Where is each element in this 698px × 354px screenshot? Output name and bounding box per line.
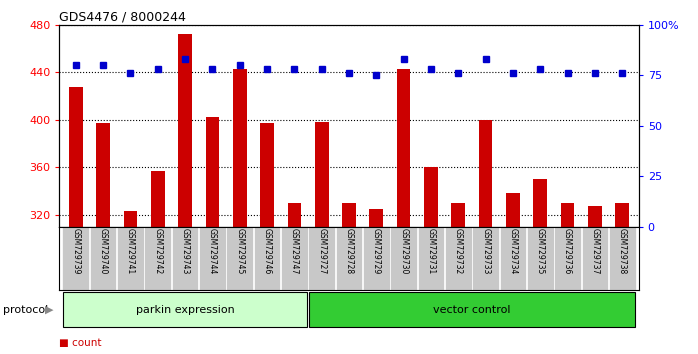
Bar	[62, 227, 89, 290]
Text: GSM729745: GSM729745	[235, 228, 244, 275]
Text: GSM729742: GSM729742	[153, 228, 162, 275]
Bar	[226, 227, 253, 290]
Text: GSM729740: GSM729740	[98, 228, 107, 275]
Bar	[616, 203, 629, 227]
Text: GSM729730: GSM729730	[399, 228, 408, 275]
Bar	[336, 227, 362, 290]
Text: GSM729739: GSM729739	[71, 228, 80, 275]
Text: GSM729744: GSM729744	[208, 228, 217, 275]
Bar	[309, 227, 335, 290]
Bar	[233, 69, 246, 227]
Bar	[89, 227, 117, 290]
Bar	[117, 227, 144, 290]
Bar	[253, 227, 281, 290]
Bar	[144, 227, 171, 290]
Text: GSM729734: GSM729734	[508, 228, 517, 275]
Text: GSM729729: GSM729729	[372, 228, 381, 275]
Bar	[369, 209, 383, 227]
Bar	[315, 122, 329, 227]
Bar	[609, 227, 636, 290]
Bar	[527, 227, 554, 290]
Text: GSM729733: GSM729733	[481, 228, 490, 275]
Bar	[151, 171, 165, 227]
Bar	[473, 227, 499, 290]
Bar	[172, 227, 198, 290]
Bar	[363, 227, 389, 290]
Bar	[445, 227, 472, 290]
Bar	[479, 120, 493, 227]
Bar	[533, 179, 547, 227]
Bar	[417, 227, 445, 290]
Text: vector control: vector control	[433, 305, 511, 315]
Bar	[500, 227, 526, 290]
Bar	[390, 227, 417, 290]
Bar	[288, 203, 301, 227]
Bar	[452, 203, 465, 227]
Bar	[69, 86, 82, 227]
Bar	[178, 34, 192, 227]
Text: GDS4476 / 8000244: GDS4476 / 8000244	[59, 11, 186, 24]
Bar	[424, 167, 438, 227]
Bar	[309, 292, 634, 327]
Text: GSM729743: GSM729743	[181, 228, 190, 275]
Text: protocol: protocol	[3, 305, 49, 315]
Bar	[281, 227, 308, 290]
Text: GSM729728: GSM729728	[345, 228, 353, 275]
Bar	[397, 69, 410, 227]
Bar	[205, 118, 219, 227]
Bar	[260, 123, 274, 227]
Bar	[581, 227, 609, 290]
Bar	[199, 227, 225, 290]
Text: GSM729738: GSM729738	[618, 228, 627, 275]
Text: GSM729732: GSM729732	[454, 228, 463, 275]
Text: parkin expression: parkin expression	[135, 305, 235, 315]
Bar	[554, 227, 581, 290]
Text: ▶: ▶	[45, 305, 53, 315]
Text: GSM729727: GSM729727	[317, 228, 326, 275]
Bar	[342, 203, 356, 227]
Bar	[124, 211, 138, 227]
Text: GSM729735: GSM729735	[536, 228, 545, 275]
Text: GSM729746: GSM729746	[262, 228, 272, 275]
Bar	[506, 193, 520, 227]
Bar	[588, 206, 602, 227]
Text: GSM729731: GSM729731	[426, 228, 436, 275]
Bar	[560, 203, 574, 227]
Bar	[96, 123, 110, 227]
Text: ■ count: ■ count	[59, 338, 102, 348]
Text: GSM729736: GSM729736	[563, 228, 572, 275]
Text: GSM729737: GSM729737	[591, 228, 600, 275]
Bar	[64, 292, 306, 327]
Text: GSM729741: GSM729741	[126, 228, 135, 275]
Text: GSM729747: GSM729747	[290, 228, 299, 275]
